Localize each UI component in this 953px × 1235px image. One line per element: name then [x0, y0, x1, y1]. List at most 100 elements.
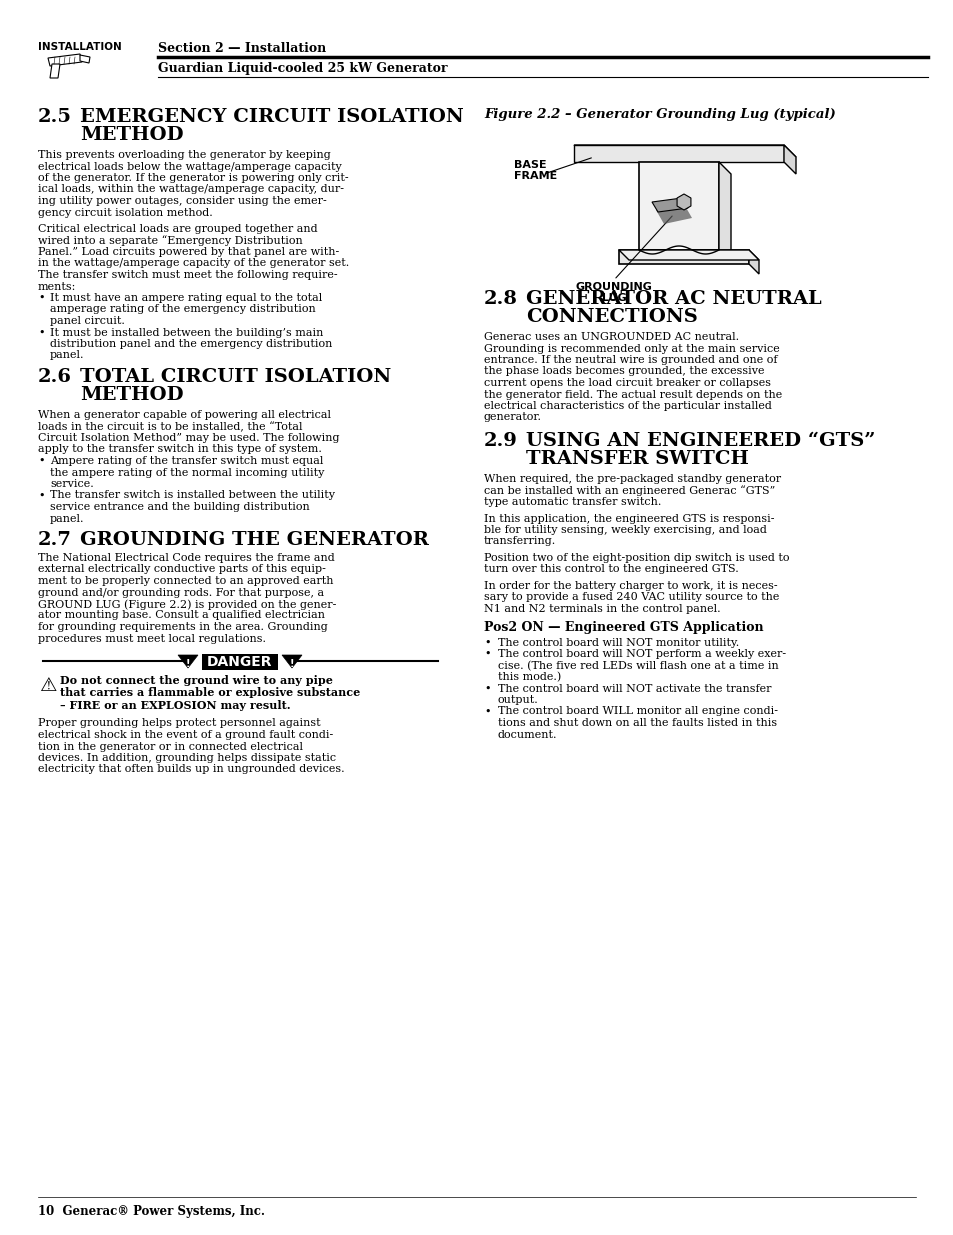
Text: the phase loads becomes grounded, the excessive: the phase loads becomes grounded, the ex… — [483, 367, 763, 377]
Text: electricity that often builds up in ungrounded devices.: electricity that often builds up in ungr… — [38, 764, 344, 774]
Text: Proper grounding helps protect personnel against: Proper grounding helps protect personnel… — [38, 719, 320, 729]
Polygon shape — [783, 144, 795, 174]
Polygon shape — [282, 655, 302, 668]
Text: The control board will NOT monitor utility.: The control board will NOT monitor utili… — [497, 637, 739, 647]
Text: that carries a flammable or explosive substance: that carries a flammable or explosive su… — [60, 688, 360, 699]
Polygon shape — [178, 655, 198, 668]
Text: Position two of the eight-position dip switch is used to: Position two of the eight-position dip s… — [483, 553, 789, 563]
Text: ment to be properly connected to an approved earth: ment to be properly connected to an appr… — [38, 576, 334, 585]
Text: USING AN ENGINEERED “GTS”: USING AN ENGINEERED “GTS” — [525, 432, 875, 450]
Polygon shape — [618, 249, 748, 264]
Text: Generac uses an UNGROUNDED AC neutral.: Generac uses an UNGROUNDED AC neutral. — [483, 332, 739, 342]
Text: distribution panel and the emergency distribution: distribution panel and the emergency dis… — [50, 338, 332, 350]
Text: •: • — [38, 293, 45, 303]
Text: ing utility power outages, consider using the emer-: ing utility power outages, consider usin… — [38, 196, 327, 206]
Text: It must have an ampere rating equal to the total: It must have an ampere rating equal to t… — [50, 293, 322, 303]
Text: Guardian Liquid-cooled 25 kW Generator: Guardian Liquid-cooled 25 kW Generator — [158, 62, 447, 75]
Text: in the wattage/amperage capacity of the generator set.: in the wattage/amperage capacity of the … — [38, 258, 349, 268]
Text: When required, the pre-packaged standby generator: When required, the pre-packaged standby … — [483, 474, 781, 484]
Text: ments:: ments: — [38, 282, 76, 291]
Text: TOTAL CIRCUIT ISOLATION: TOTAL CIRCUIT ISOLATION — [80, 368, 391, 387]
Polygon shape — [677, 194, 690, 210]
Text: Grounding is recommended only at the main service: Grounding is recommended only at the mai… — [483, 343, 779, 353]
Polygon shape — [719, 162, 730, 262]
Polygon shape — [639, 246, 719, 254]
Text: The control board WILL monitor all engine condi-: The control board WILL monitor all engin… — [497, 706, 778, 716]
Polygon shape — [656, 204, 691, 224]
Text: •: • — [483, 637, 490, 647]
Text: Ampere rating of the transfer switch must equal: Ampere rating of the transfer switch mus… — [50, 456, 323, 466]
Polygon shape — [651, 198, 687, 212]
Text: The transfer switch is installed between the utility: The transfer switch is installed between… — [50, 490, 335, 500]
FancyBboxPatch shape — [202, 655, 277, 671]
Text: Circuit Isolation Method” may be used. The following: Circuit Isolation Method” may be used. T… — [38, 433, 339, 443]
Text: document.: document. — [497, 730, 557, 740]
Text: service.: service. — [50, 479, 93, 489]
Text: panel.: panel. — [50, 351, 85, 361]
Text: transferring.: transferring. — [483, 536, 556, 547]
Text: gency circuit isolation method.: gency circuit isolation method. — [38, 207, 213, 217]
Text: turn over this control to the engineered GTS.: turn over this control to the engineered… — [483, 564, 738, 574]
Text: DANGER: DANGER — [207, 655, 273, 669]
Text: cise. (The five red LEDs will flash one at a time in: cise. (The five red LEDs will flash one … — [497, 661, 778, 671]
Text: electrical characteristics of the particular installed: electrical characteristics of the partic… — [483, 401, 771, 411]
Text: In order for the battery charger to work, it is neces-: In order for the battery charger to work… — [483, 580, 777, 592]
Text: loads in the circuit is to be installed, the “Total: loads in the circuit is to be installed,… — [38, 421, 302, 432]
Text: The control board will NOT perform a weekly exer-: The control board will NOT perform a wee… — [497, 650, 785, 659]
Text: electrical loads below the wattage/amperage capacity: electrical loads below the wattage/amper… — [38, 162, 341, 172]
Text: 2.9: 2.9 — [483, 432, 517, 450]
Polygon shape — [618, 249, 759, 261]
Text: tion in the generator or in connected electrical: tion in the generator or in connected el… — [38, 741, 303, 752]
Text: INSTALLATION: INSTALLATION — [38, 42, 122, 52]
Polygon shape — [639, 162, 719, 249]
Text: panel circuit.: panel circuit. — [50, 316, 125, 326]
Text: GROUND LUG (Figure 2.2) is provided on the gener-: GROUND LUG (Figure 2.2) is provided on t… — [38, 599, 336, 610]
Text: The control board will NOT activate the transfer: The control board will NOT activate the … — [497, 683, 771, 694]
Text: •: • — [38, 456, 45, 466]
Text: FRAME: FRAME — [514, 170, 557, 182]
Text: output.: output. — [497, 695, 538, 705]
Polygon shape — [80, 56, 90, 63]
Text: Critical electrical loads are grouped together and: Critical electrical loads are grouped to… — [38, 224, 317, 233]
Text: It must be installed between the building’s main: It must be installed between the buildin… — [50, 327, 323, 337]
Polygon shape — [48, 54, 82, 65]
Text: Do not connect the ground wire to any pipe: Do not connect the ground wire to any pi… — [60, 676, 333, 685]
Text: wired into a separate “Emergency Distribution: wired into a separate “Emergency Distrib… — [38, 236, 302, 246]
Text: !: ! — [186, 659, 190, 669]
Polygon shape — [50, 64, 60, 78]
Text: This prevents overloading the generator by keeping: This prevents overloading the generator … — [38, 149, 331, 161]
Text: of the generator. If the generator is powering only crit-: of the generator. If the generator is po… — [38, 173, 348, 183]
Text: the generator field. The actual result depends on the: the generator field. The actual result d… — [483, 389, 781, 399]
Text: the ampere rating of the normal incoming utility: the ampere rating of the normal incoming… — [50, 468, 324, 478]
Text: ⚠: ⚠ — [40, 676, 57, 695]
Text: METHOD: METHOD — [80, 387, 183, 404]
Text: amperage rating of the emergency distribution: amperage rating of the emergency distrib… — [50, 305, 315, 315]
Text: GENERATOR AC NEUTRAL: GENERATOR AC NEUTRAL — [525, 290, 821, 308]
Text: current opens the load circuit breaker or collapses: current opens the load circuit breaker o… — [483, 378, 770, 388]
Text: Pos2 ON — Engineered GTS Application: Pos2 ON — Engineered GTS Application — [483, 621, 762, 635]
Text: LUG: LUG — [601, 293, 626, 303]
Text: The transfer switch must meet the following require-: The transfer switch must meet the follow… — [38, 270, 337, 280]
Text: devices. In addition, grounding helps dissipate static: devices. In addition, grounding helps di… — [38, 753, 335, 763]
Text: EMERGENCY CIRCUIT ISOLATION: EMERGENCY CIRCUIT ISOLATION — [80, 107, 463, 126]
Text: 2.7: 2.7 — [38, 531, 71, 550]
Text: 2.5: 2.5 — [38, 107, 71, 126]
Text: •: • — [483, 706, 490, 716]
Text: •: • — [38, 327, 45, 337]
Text: – FIRE or an EXPLOSION may result.: – FIRE or an EXPLOSION may result. — [60, 700, 291, 711]
Text: •: • — [483, 683, 490, 694]
Polygon shape — [574, 144, 795, 157]
Text: N1 and N2 terminals in the control panel.: N1 and N2 terminals in the control panel… — [483, 604, 720, 614]
Text: ble for utility sensing, weekly exercising, and load: ble for utility sensing, weekly exercisi… — [483, 525, 766, 535]
Text: METHOD: METHOD — [80, 126, 183, 144]
Text: type automatic transfer switch.: type automatic transfer switch. — [483, 496, 660, 508]
Text: can be installed with an engineered Generac “GTS”: can be installed with an engineered Gene… — [483, 485, 775, 496]
Text: ator mounting base. Consult a qualified electrician: ator mounting base. Consult a qualified … — [38, 610, 325, 620]
Text: CONNECTIONS: CONNECTIONS — [525, 308, 697, 326]
Text: entrance. If the neutral wire is grounded and one of: entrance. If the neutral wire is grounde… — [483, 354, 777, 366]
Text: TRANSFER SWITCH: TRANSFER SWITCH — [525, 450, 748, 468]
Text: •: • — [483, 650, 490, 659]
Text: 10  Generac® Power Systems, Inc.: 10 Generac® Power Systems, Inc. — [38, 1205, 265, 1218]
Text: external electrically conductive parts of this equip-: external electrically conductive parts o… — [38, 564, 326, 574]
Text: tions and shut down on all the faults listed in this: tions and shut down on all the faults li… — [497, 718, 777, 727]
